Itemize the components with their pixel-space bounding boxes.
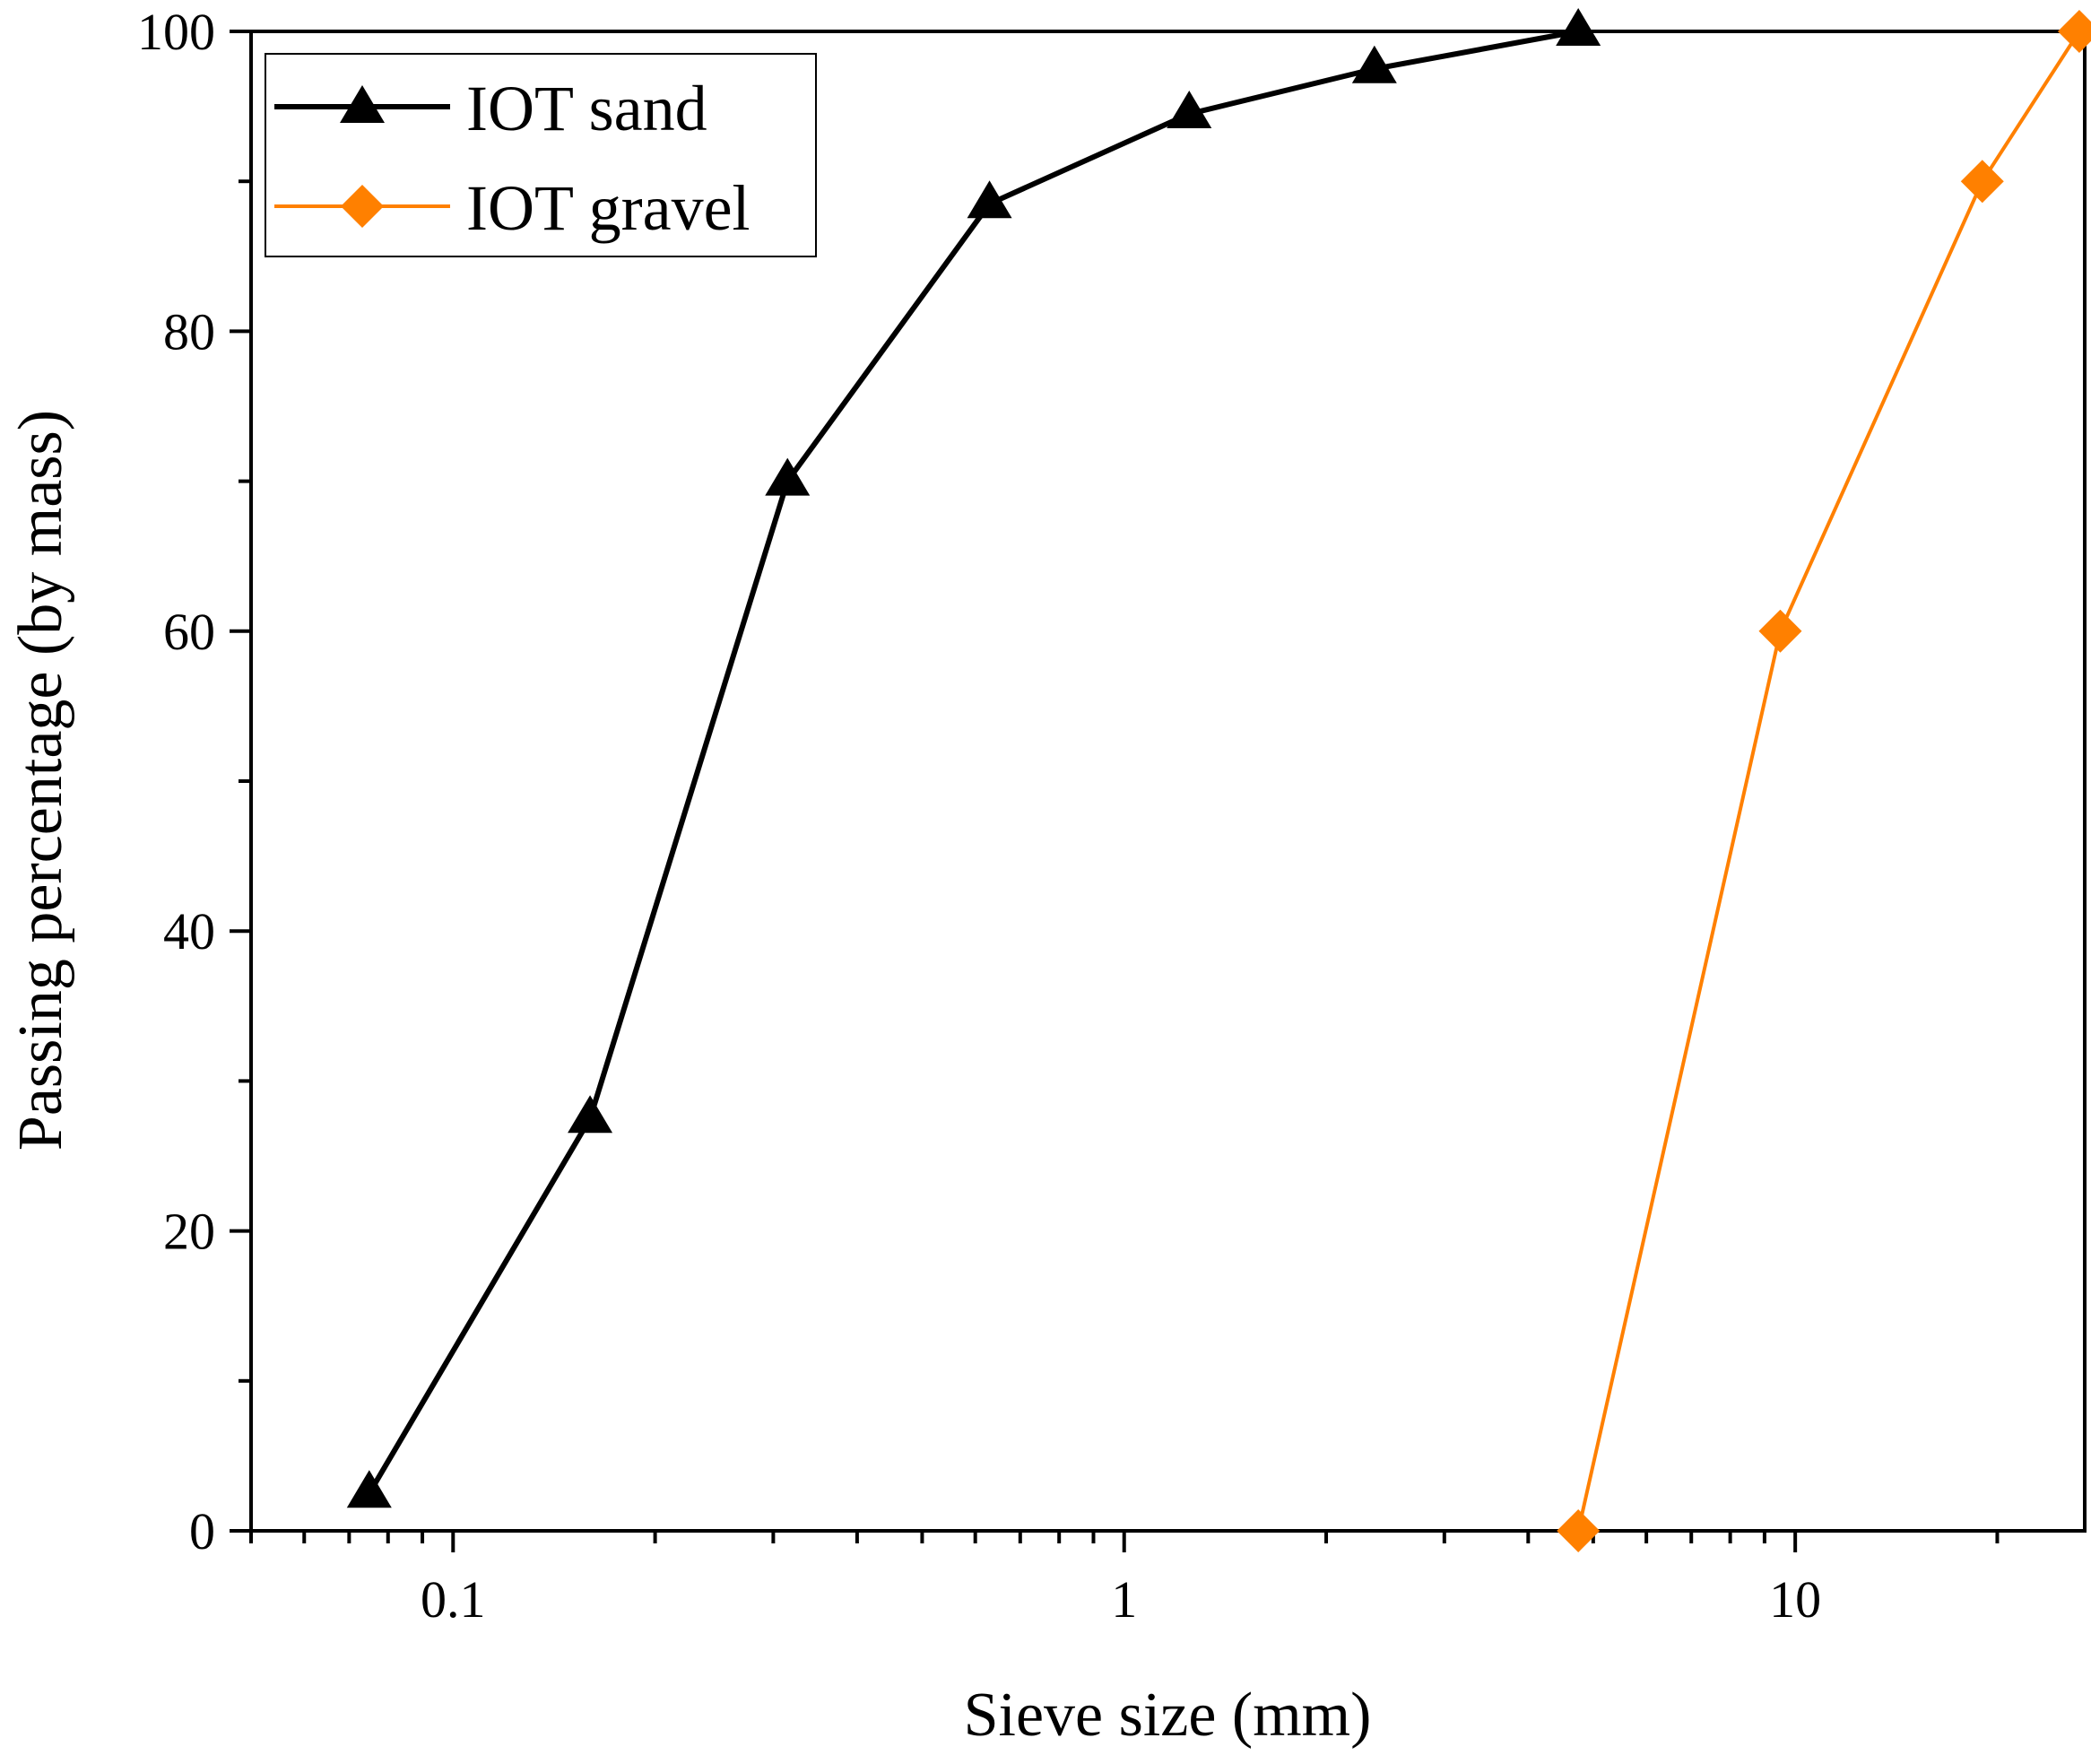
y-axis-title: Passing percentage (by mass) (6, 410, 75, 1151)
data-point-iot-sand (967, 180, 1012, 219)
data-point-iot-sand (1351, 45, 1397, 83)
x-tick-label: 0.1 (421, 1570, 486, 1629)
y-tick-label: 40 (163, 902, 215, 960)
x-tick-label: 10 (1769, 1570, 1821, 1629)
legend-marker-iot-gravel (341, 185, 384, 228)
data-point-iot-gravel (1960, 160, 2004, 204)
y-axis: 0 20 40 60 80 100 (137, 3, 251, 1560)
data-point-iot-sand (1556, 8, 1601, 46)
y-tick-label: 60 (163, 603, 215, 661)
legend-label-iot-sand: IOT sand (466, 73, 707, 144)
data-point-iot-gravel (1758, 609, 1802, 653)
y-tick-label: 0 (189, 1502, 215, 1560)
series-layer (346, 8, 2091, 1552)
data-point-iot-sand (346, 1470, 392, 1508)
data-point-iot-gravel (1557, 1509, 1601, 1552)
x-tick-label: 1 (1111, 1570, 1137, 1629)
x-axis: 0.1 1 10 (249, 1531, 2000, 1629)
y-tick-label: 20 (163, 1203, 215, 1261)
legend-label-iot-gravel: IOT gravel (466, 172, 751, 244)
legend-marker-iot-sand (340, 85, 385, 123)
series-line-iot-gravel (1576, 30, 2081, 1532)
x-axis-title: Sieve size (mm) (964, 1681, 1372, 1750)
data-point-iot-gravel (2057, 10, 2091, 53)
legend: IOT sand IOT gravel (265, 53, 817, 257)
y-tick-label: 100 (137, 3, 215, 61)
data-point-iot-sand (765, 457, 811, 496)
y-tick-label: 80 (163, 302, 215, 361)
data-point-iot-sand (568, 1095, 613, 1134)
data-point-iot-sand (1167, 90, 1212, 128)
